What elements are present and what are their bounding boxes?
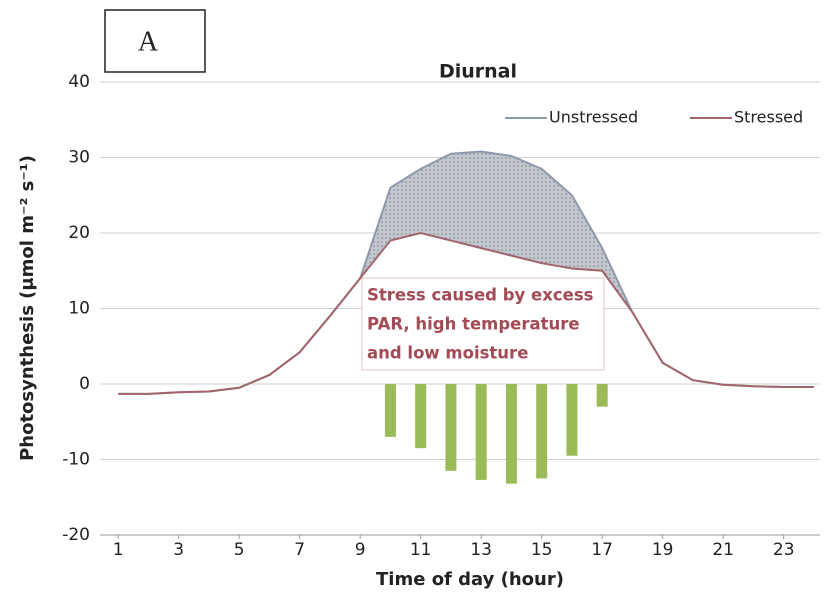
x-tick-label: 3: [173, 540, 184, 560]
x-tick-label: 21: [712, 540, 734, 560]
annotation-text: and low moisture: [367, 344, 528, 363]
panel-box: [104, 9, 206, 73]
annotation-text: PAR, high temperature: [367, 315, 580, 334]
bar: [415, 384, 427, 449]
bar: [536, 384, 548, 479]
x-tick-label: 11: [410, 540, 432, 560]
x-tick-label: 13: [470, 540, 492, 560]
y-tick-label: 0: [79, 374, 90, 394]
x-axis-label: Time of day (hour): [376, 569, 564, 590]
y-axis-label: Photosynthesis (μmol m⁻² s⁻¹): [17, 155, 38, 461]
y-tick-label: -10: [62, 450, 90, 470]
x-tick-label: 23: [773, 540, 795, 560]
bar: [384, 384, 396, 437]
y-tick-label: 10: [68, 299, 90, 319]
series-line: [118, 231, 814, 395]
x-tick-label: 15: [531, 540, 553, 560]
x-tick-label: 19: [652, 540, 674, 560]
x-tick-label: 9: [355, 540, 366, 560]
x-tick-label: 7: [294, 540, 305, 560]
y-tick-label: 30: [68, 148, 90, 168]
y-tick-label: 20: [68, 223, 90, 243]
panel-label: A: [138, 26, 159, 57]
x-tick-label: 1: [113, 540, 124, 560]
annotation-box: [361, 277, 605, 371]
legend-label: Unstressed: [549, 108, 638, 127]
legend-label: Stressed: [734, 108, 803, 127]
bar: [596, 384, 608, 407]
bar: [505, 384, 517, 484]
chart-title: Diurnal: [439, 61, 517, 83]
y-tick-label: 40: [68, 72, 90, 92]
x-tick-label: 17: [591, 540, 613, 560]
bar: [566, 384, 578, 456]
annotation-text: Stress caused by excess: [367, 286, 594, 305]
bar: [475, 384, 487, 480]
y-tick-label: -20: [62, 525, 90, 545]
x-tick-label: 5: [234, 540, 245, 560]
bar: [445, 384, 457, 471]
stress-gap-area: [360, 151, 633, 313]
